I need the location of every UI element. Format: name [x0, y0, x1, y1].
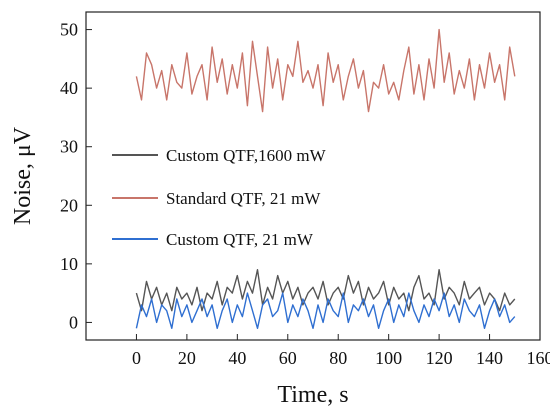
y-tick-label: 30: [60, 137, 78, 157]
x-tick-label: 160: [527, 348, 550, 368]
series-line-3: [135, 292, 516, 329]
x-tick-label: 100: [375, 348, 402, 368]
plot-frame: [85, 11, 541, 341]
legend-label-1: Custom QTF,1600 mW: [166, 146, 327, 165]
x-tick-label: 120: [426, 348, 453, 368]
x-axis-title: Time, s: [277, 382, 348, 408]
ticks-layer: 0 20 40 60 80 100 120 140 160 0 10 20 30 40 50: [60, 20, 550, 368]
y-tick-label: 20: [60, 195, 78, 215]
series-line-1: [135, 269, 516, 312]
legend: Custom QTF,1600 mW Standard QTF, 21 mW Cus…: [112, 146, 327, 249]
x-tick-label: 60: [279, 348, 297, 368]
y-tick-label: 10: [60, 254, 78, 274]
x-tick-label: 40: [228, 348, 246, 368]
series-line-2: [135, 28, 516, 113]
y-tick-label: 50: [60, 20, 78, 40]
y-axis-title: Noise, μV: [10, 126, 36, 225]
x-tick-label: 80: [329, 348, 347, 368]
y-tick-label: 0: [69, 312, 78, 332]
legend-label-3: Custom QTF, 21 mW: [166, 230, 314, 249]
x-tick-label: 20: [178, 348, 196, 368]
x-tick-label: 140: [476, 348, 503, 368]
legend-label-2: Standard QTF, 21 mW: [166, 189, 321, 208]
x-tick-label: 0: [132, 348, 141, 368]
series-layer: [135, 28, 516, 329]
y-tick-label: 40: [60, 78, 78, 98]
